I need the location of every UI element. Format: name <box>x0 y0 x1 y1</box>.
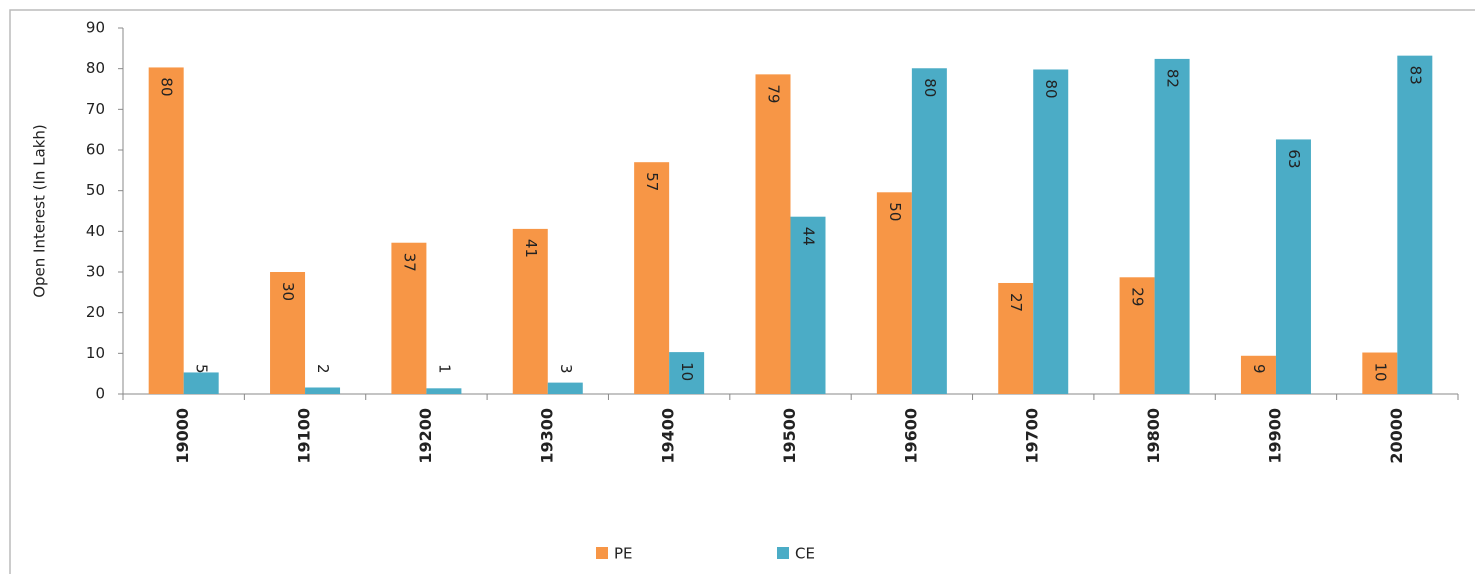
x-tick-label: 19100 <box>295 408 314 464</box>
bar <box>547 382 583 394</box>
y-tick-label: 70 <box>86 100 105 118</box>
data-label: 30 <box>279 282 297 301</box>
data-label: 10 <box>678 362 696 381</box>
data-label: 29 <box>1129 287 1147 306</box>
data-label: 79 <box>765 84 783 103</box>
legend-label: PE <box>614 545 633 563</box>
y-axis-label: Open Interest (In Lakh) <box>31 124 49 298</box>
x-tick-label: 19000 <box>173 408 192 464</box>
bar <box>911 68 947 394</box>
x-tick-label: 19400 <box>659 408 678 464</box>
bar <box>1154 58 1190 394</box>
data-label: 82 <box>1164 69 1182 88</box>
y-tick-label: 50 <box>86 181 105 199</box>
data-label: 41 <box>522 239 540 258</box>
data-label: 37 <box>400 253 418 272</box>
data-label: 80 <box>1042 79 1060 98</box>
data-label: 57 <box>643 172 661 191</box>
bar <box>305 387 341 394</box>
data-label: 63 <box>1285 149 1303 168</box>
data-label: 44 <box>800 227 818 246</box>
data-label: 80 <box>921 78 939 97</box>
data-label: 5 <box>193 364 211 374</box>
bar <box>1275 139 1311 394</box>
bar <box>391 242 427 394</box>
x-tick-label: 19900 <box>1265 408 1284 464</box>
bar <box>512 228 548 394</box>
data-label: 80 <box>158 77 176 96</box>
bar <box>426 388 462 394</box>
bar <box>1397 55 1433 395</box>
x-tick-label: 19300 <box>537 408 556 464</box>
x-tick-label: 19200 <box>416 408 435 464</box>
bar <box>183 372 219 394</box>
x-tick-label: 19500 <box>780 408 799 464</box>
y-tick-label: 40 <box>86 222 105 240</box>
y-tick-label: 20 <box>86 303 105 321</box>
y-tick-label: 30 <box>86 263 105 281</box>
data-label: 10 <box>1371 363 1389 382</box>
legend-swatch <box>596 547 608 559</box>
bar <box>1033 69 1069 394</box>
data-label: 1 <box>435 364 453 374</box>
y-tick-label: 80 <box>86 59 105 77</box>
bar <box>1119 277 1155 394</box>
y-tick-label: 90 <box>86 19 105 37</box>
y-tick-label: 10 <box>86 344 105 362</box>
bar <box>148 67 184 395</box>
bar <box>755 74 791 395</box>
legend-swatch <box>777 547 789 559</box>
bar <box>270 272 306 394</box>
bar <box>1240 355 1276 394</box>
data-label: 27 <box>1007 293 1025 312</box>
x-tick-label: 19700 <box>1023 408 1042 464</box>
bar <box>790 216 826 394</box>
x-tick-label: 19600 <box>901 408 920 464</box>
bar <box>669 352 705 394</box>
y-tick-label: 0 <box>95 385 105 403</box>
x-tick-label: 19800 <box>1144 408 1163 464</box>
bar <box>634 162 670 394</box>
bar <box>998 282 1034 394</box>
legend-label: CE <box>795 545 815 563</box>
data-label: 9 <box>1250 364 1268 374</box>
chart-border <box>9 9 1475 574</box>
data-label: 83 <box>1406 66 1424 85</box>
bar <box>1362 352 1398 394</box>
data-label: 2 <box>314 364 332 374</box>
y-tick-label: 60 <box>86 141 105 159</box>
data-label: 3 <box>557 364 575 374</box>
bar <box>876 192 912 394</box>
x-tick-label: 20000 <box>1387 408 1406 464</box>
data-label: 50 <box>886 202 904 221</box>
